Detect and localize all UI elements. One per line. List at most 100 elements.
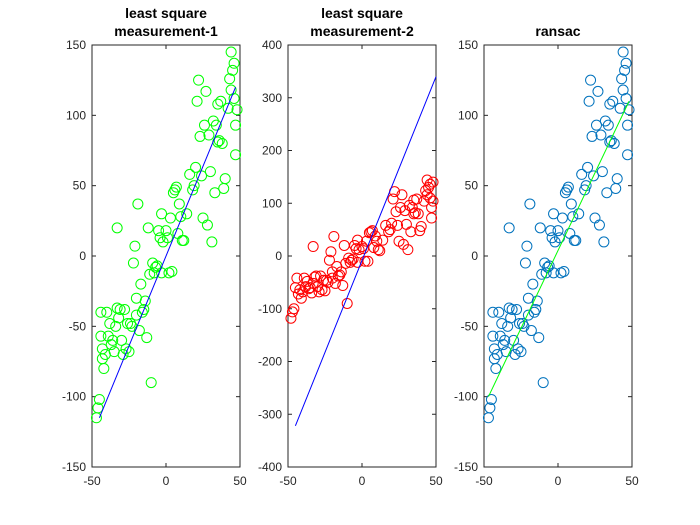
data-point (116, 334, 128, 346)
y-tick-label: 100 (66, 108, 86, 122)
data-point (427, 176, 439, 188)
data-point (573, 208, 585, 220)
data-point (503, 222, 515, 234)
data-point (111, 222, 123, 234)
plot-area (483, 44, 633, 468)
data-point (406, 201, 418, 213)
data-point (230, 119, 242, 131)
subplot-title-line: least square (321, 5, 403, 21)
y-tick-label: 150 (66, 38, 86, 52)
data-point (556, 212, 568, 224)
data-point (485, 393, 497, 405)
data-point (620, 57, 632, 69)
data-point (107, 334, 119, 346)
data-point (213, 135, 225, 147)
data-point (104, 318, 116, 330)
data-point (132, 198, 144, 210)
data-point (363, 227, 375, 239)
data-point (307, 241, 319, 253)
data-point (392, 219, 404, 231)
data-point (590, 119, 602, 131)
data-point (190, 161, 202, 173)
subplot-title-line: least square (125, 5, 207, 21)
data-point (617, 46, 629, 58)
data-point (164, 212, 176, 224)
data-point (129, 240, 141, 252)
data-point (607, 95, 619, 107)
data-point (604, 98, 616, 110)
y-tick-label: 200 (262, 144, 282, 158)
data-point (595, 129, 607, 141)
data-point (372, 244, 384, 256)
y-tick-label: -150 (62, 460, 86, 474)
subplot-title-line: measurement-2 (310, 23, 414, 39)
data-point (329, 277, 341, 289)
data-point (313, 286, 325, 298)
subplot-least-square-measurement-2: least square measurement-2 -50 0 50 -400 -30… (258, 5, 443, 488)
data-point (545, 225, 557, 237)
data-point (198, 119, 210, 131)
data-point (548, 267, 560, 279)
data-point (288, 303, 300, 315)
data-point (228, 57, 240, 69)
subplot-title-line: measurement-1 (114, 23, 218, 39)
data-point (150, 261, 162, 273)
data-point (142, 222, 154, 234)
data-point (193, 74, 205, 86)
data-point (173, 198, 185, 210)
data-point (291, 272, 303, 284)
data-point (386, 217, 398, 229)
y-tick-label: -50 (461, 319, 479, 333)
y-tick-label: 50 (73, 179, 87, 193)
fit-line (487, 101, 630, 397)
data-point (362, 255, 374, 267)
data-point (604, 136, 616, 148)
data-point (505, 312, 517, 324)
data-point (605, 135, 617, 147)
data-point (93, 393, 105, 405)
fit-line (98, 87, 237, 418)
data-point (411, 193, 423, 205)
data-point (225, 46, 237, 58)
data-point (374, 245, 386, 257)
y-tick-label: -50 (69, 319, 87, 333)
data-point (426, 212, 438, 224)
data-point (565, 198, 577, 210)
data-point (509, 348, 521, 360)
data-point (194, 130, 206, 142)
data-point (506, 303, 518, 315)
x-tick-label: 50 (625, 474, 639, 488)
data-point (524, 198, 536, 210)
data-point (204, 166, 216, 178)
data-point (601, 187, 613, 199)
data-point (133, 325, 145, 337)
y-tick-label: 0 (471, 249, 478, 263)
data-point (201, 219, 213, 231)
data-point (230, 149, 242, 161)
data-point (548, 208, 560, 220)
data-point (598, 236, 610, 248)
data-point (95, 306, 107, 318)
data-point (530, 303, 542, 315)
x-tick-label: -50 (475, 474, 493, 488)
data-point (402, 244, 414, 256)
y-tick-label: 0 (79, 249, 86, 263)
data-point (141, 332, 153, 344)
data-point (496, 318, 508, 330)
data-point (592, 85, 604, 97)
x-tick-label: 0 (359, 474, 366, 488)
data-point (418, 195, 430, 207)
data-point (184, 168, 196, 180)
data-point (511, 303, 523, 315)
data-point (346, 254, 358, 266)
data-point (144, 268, 156, 280)
y-tick-label: -150 (454, 460, 478, 474)
data-point (611, 173, 623, 185)
data-point (427, 195, 439, 207)
y-tick-label: -400 (258, 460, 282, 474)
x-tick-label: 0 (163, 474, 170, 488)
data-point (519, 257, 531, 269)
data-point (421, 189, 433, 201)
data-point (101, 306, 113, 318)
